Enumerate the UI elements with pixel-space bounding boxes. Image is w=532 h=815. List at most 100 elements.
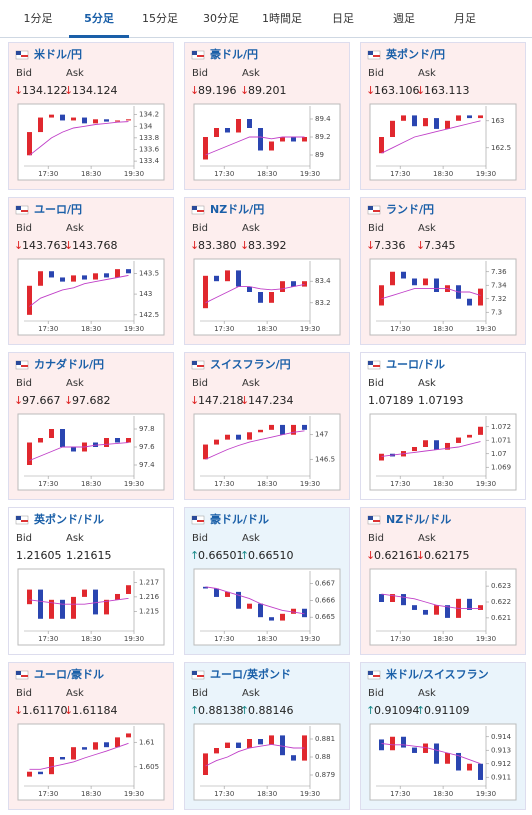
flag-icon-part	[21, 520, 28, 522]
tab[interactable]: 1分足	[24, 12, 53, 25]
pair-name[interactable]: ユーロ/豪ドル	[34, 667, 104, 681]
candle-body	[126, 269, 131, 274]
candle-body	[60, 599, 65, 619]
candle-body	[467, 598, 472, 610]
candle-body	[104, 273, 109, 278]
pair-name[interactable]: 英ポンド/円	[385, 47, 445, 61]
ask-label: Ask	[242, 223, 260, 234]
pair-name[interactable]: カナダドル/円	[34, 357, 104, 371]
tab[interactable]: 月足	[454, 12, 476, 25]
pair-name[interactable]: 英ポンド/ドル	[33, 512, 104, 526]
flag-icon-part	[197, 675, 204, 677]
moving-average-line	[205, 743, 305, 767]
y-tick-label: 0.667	[315, 579, 335, 587]
candle-body	[390, 736, 395, 751]
bid-value: 97.667	[22, 394, 61, 407]
x-tick-label: 19:30	[476, 790, 496, 798]
flag-icon-part	[373, 520, 380, 522]
pair-name[interactable]: 米ドル/円	[33, 47, 82, 61]
y-tick-label: 146.5	[315, 455, 335, 463]
tab[interactable]: 15分足	[142, 12, 178, 25]
candle-body	[434, 743, 439, 764]
x-tick-label: 17:30	[214, 635, 234, 643]
ask-value: 1.07193	[418, 394, 464, 407]
candle-body	[247, 119, 252, 128]
candle-body	[49, 757, 54, 775]
bid-label: Bid	[192, 533, 208, 544]
candle-body	[423, 118, 428, 127]
candle-body	[203, 586, 208, 589]
pair-name[interactable]: 米ドル/スイスフラン	[385, 667, 489, 681]
candle-body	[434, 440, 439, 450]
pair-name[interactable]: ユーロ/ドル	[386, 358, 445, 371]
pair-name[interactable]: NZドル/ドル	[386, 513, 451, 526]
active-tab-underline	[69, 35, 129, 38]
candle-body	[401, 115, 406, 121]
candle-body	[93, 119, 98, 124]
candle-body	[115, 593, 120, 600]
pair-name[interactable]: スイスフラン/円	[210, 358, 291, 371]
y-tick-label: 1.216	[139, 593, 160, 601]
y-tick-label: 133.6	[139, 145, 160, 153]
ask-label: Ask	[418, 68, 436, 79]
pair-name[interactable]: ユーロ/英ポンド	[210, 667, 291, 681]
y-tick-label: 1.215	[139, 607, 159, 615]
candle-body	[115, 737, 120, 748]
tab[interactable]: 1時間足	[262, 12, 302, 25]
tab[interactable]: 5分足	[84, 11, 115, 25]
flag-icon-part	[368, 671, 373, 675]
pair-name[interactable]: ランド/円	[386, 203, 434, 216]
tab[interactable]: 週足	[393, 12, 415, 25]
bid-value: 7.336	[374, 239, 406, 252]
candle-body	[401, 594, 406, 606]
pair-name[interactable]: NZドル/円	[210, 203, 264, 216]
y-tick-label: 0.912	[491, 760, 511, 768]
trend-arrow: ↑	[416, 704, 425, 717]
candle-body	[203, 444, 208, 460]
x-tick-label: 18:30	[257, 325, 277, 333]
trend-arrow: ↓	[14, 239, 23, 252]
candle-body	[126, 585, 131, 594]
candle-body	[115, 438, 120, 443]
candle-body	[412, 447, 417, 452]
pair-name[interactable]: 豪ドル/ドル	[210, 512, 269, 526]
trend-arrow: ↓	[190, 239, 199, 252]
candle-body	[291, 281, 296, 287]
candle-body	[126, 438, 131, 443]
pair-name[interactable]: ユーロ/円	[34, 203, 82, 216]
y-tick-label: 89	[315, 151, 324, 159]
candle-body	[302, 137, 307, 142]
ask-label: Ask	[242, 533, 260, 544]
candle-body	[412, 605, 417, 610]
tab[interactable]: 日足	[332, 12, 354, 25]
y-tick-label: 89.4	[315, 115, 331, 123]
bid-label: Bid	[368, 378, 384, 389]
bid-value: 1.07189	[368, 394, 414, 407]
bid-value: 83.380	[198, 239, 237, 252]
candle-body	[423, 743, 428, 753]
y-tick-label: 7.3	[491, 308, 502, 316]
tab[interactable]: 30分足	[203, 12, 239, 25]
candle-body	[214, 748, 219, 754]
x-tick-label: 18:30	[433, 325, 453, 333]
candle-body	[456, 752, 461, 771]
y-tick-label: 147	[315, 431, 328, 439]
candle-body	[49, 114, 54, 118]
candle-body	[269, 292, 274, 303]
pair-name[interactable]: 豪ドル/円	[210, 47, 258, 61]
